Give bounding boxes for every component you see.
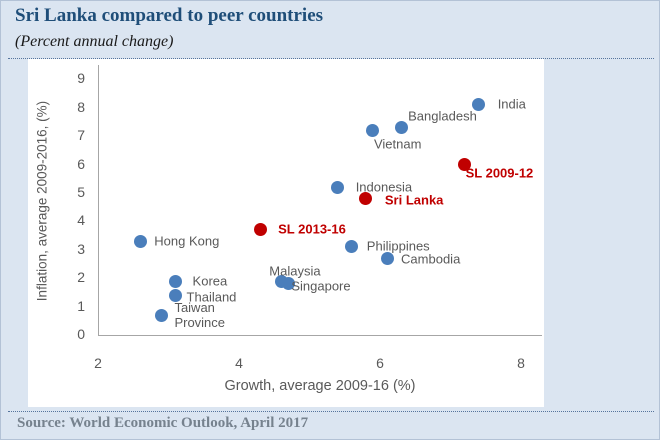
data-point-singapore	[281, 277, 295, 291]
data-point-label-korea: Korea	[192, 273, 228, 289]
data-point-label-vietnam: Vietnam	[373, 136, 422, 152]
y-tick-label: 9	[77, 70, 85, 87]
data-point-hong-kong	[133, 234, 147, 248]
y-tick-label: 3	[77, 240, 85, 257]
data-point-thailand	[169, 288, 183, 302]
x-tick-label: 2	[94, 355, 102, 371]
page-title: Sri Lanka compared to peer countries	[15, 5, 324, 26]
y-tick-label: 5	[77, 184, 85, 200]
data-point-label-sl-2009-12: SL 2009-12	[465, 165, 534, 181]
data-point-sl-2013-16	[253, 223, 267, 237]
data-point-label-hong-kong: Hong Kong	[154, 233, 220, 249]
data-point-label-philippines: Philippines	[366, 238, 430, 254]
data-point-cambodia	[380, 251, 394, 265]
x-tick-label: 8	[517, 355, 525, 371]
y-tick-label: 7	[77, 127, 85, 144]
data-point-bangladesh	[394, 121, 408, 135]
data-point-label-india: India	[497, 96, 526, 112]
data-point-label-malaysia: Malaysia	[269, 263, 321, 279]
data-point-label-indonesia: Indonesia	[355, 179, 413, 195]
data-point-label-sl-2013-16: SL 2013-16	[278, 221, 346, 237]
data-point-label-thailand: Thailand	[186, 289, 237, 305]
data-point-sri-lanka	[359, 192, 373, 206]
data-point-label-taiwan-province: Taiwan Province	[174, 300, 226, 331]
data-point-korea	[169, 274, 183, 288]
data-point-sl-2009-12	[458, 158, 472, 172]
y-tick-label: 0	[77, 326, 85, 342]
bottom-divider	[8, 411, 654, 412]
y-tick-label: 8	[77, 98, 85, 115]
source-note: Source: World Economic Outlook, April 20…	[17, 415, 309, 431]
y-axis-title: Inflation, average 2009-2016, (%)	[34, 100, 50, 302]
page-subtitle: (Percent annual change)	[15, 33, 174, 50]
y-tick-label: 4	[77, 212, 85, 229]
y-axis-line	[98, 65, 99, 336]
y-tick-label: 2	[77, 269, 85, 286]
data-point-vietnam	[366, 124, 380, 138]
data-point-label-cambodia: Cambodia	[401, 251, 461, 267]
data-point-taiwan-province	[154, 308, 168, 322]
x-tick-label: 4	[235, 355, 243, 371]
y-tick-label: 1	[77, 297, 85, 314]
chart-panel	[28, 59, 544, 407]
y-tick-label: 6	[77, 155, 85, 172]
x-axis-line	[98, 335, 543, 336]
data-point-philippines	[345, 240, 359, 254]
data-point-india	[472, 98, 486, 112]
data-point-indonesia	[331, 180, 345, 194]
x-axis-title: Growth, average 2009-16 (%)	[224, 378, 416, 394]
data-point-label-bangladesh: Bangladesh	[408, 108, 477, 124]
top-divider	[8, 58, 654, 59]
data-point-label-sri-lanka: Sri Lanka	[384, 192, 444, 208]
data-point-label-singapore: Singapore	[291, 278, 351, 294]
x-tick-label: 6	[376, 355, 384, 371]
